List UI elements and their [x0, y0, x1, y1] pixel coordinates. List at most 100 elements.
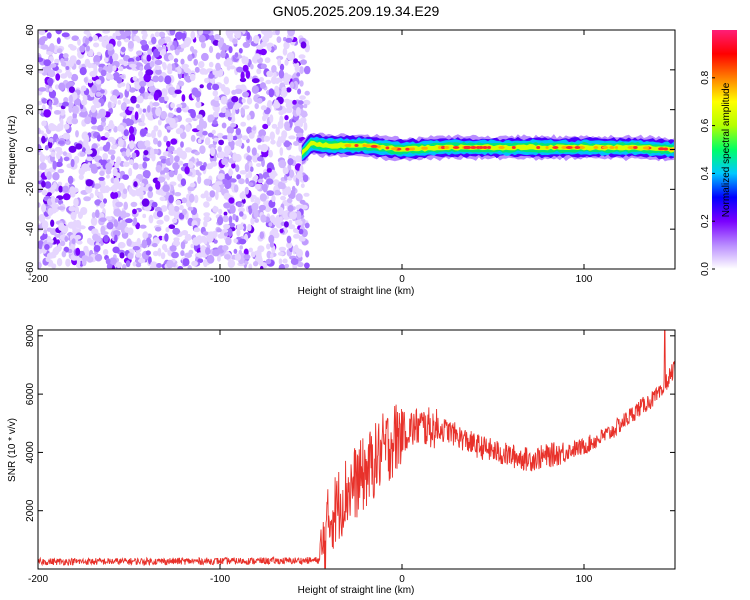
noise-cell: [124, 226, 130, 233]
noise-cell: [57, 140, 65, 145]
snr-y-label: SNR (10 * v/v): [7, 418, 18, 482]
snr-y-tick-label: 8000: [25, 324, 36, 347]
noise-cell: [160, 192, 167, 196]
noise-cell: [214, 96, 220, 101]
noise-cell: [151, 201, 158, 208]
noise-cell: [216, 132, 224, 139]
noise-cell: [259, 77, 264, 82]
noise-cell: [150, 261, 157, 267]
noise-cell: [79, 151, 86, 157]
noise-cell: [139, 66, 144, 71]
noise-cell: [155, 68, 162, 75]
signal-peak-cell: [482, 146, 488, 149]
noise-cell: [164, 75, 172, 85]
noise-cell: [49, 228, 58, 236]
noise-cell: [156, 263, 162, 268]
noise-cell: [256, 137, 262, 143]
noise-cell: [269, 114, 274, 123]
noise-cell: [225, 30, 231, 37]
noise-cell: [85, 179, 94, 187]
noise-cell: [41, 66, 48, 76]
noise-cell: [104, 35, 109, 42]
noise-cell: [251, 78, 260, 84]
noise-cell: [85, 45, 90, 52]
noise-cell: [88, 239, 96, 246]
noise-cell: [242, 105, 250, 110]
noise-cell: [83, 94, 87, 101]
noise-cell: [62, 151, 67, 157]
noise-cell: [287, 30, 295, 37]
noise-cell: [106, 174, 110, 179]
noise-cell: [86, 256, 94, 263]
noise-cell: [67, 81, 75, 87]
noise-cell: [157, 75, 164, 83]
noise-cell: [77, 211, 83, 220]
noise-cell: [163, 135, 168, 143]
noise-cell: [156, 210, 163, 218]
noise-cell: [38, 37, 46, 46]
noise-cell: [304, 222, 310, 229]
noise-cell: [67, 175, 74, 185]
noise-cell: [117, 124, 125, 132]
noise-cell: [52, 237, 57, 245]
noise-cell: [94, 188, 99, 197]
noise-cell: [179, 204, 184, 211]
noise-cell: [139, 80, 147, 87]
noise-cell: [223, 59, 230, 67]
noise-cell: [157, 247, 162, 257]
noise-cell: [260, 143, 269, 153]
noise-cell: [279, 115, 284, 125]
noise-cell: [294, 65, 300, 72]
noise-cell: [232, 152, 237, 162]
noise-cell: [48, 100, 52, 107]
noise-cell: [240, 107, 245, 116]
spectrogram-y-label: Frequency (Hz): [7, 116, 18, 185]
noise-cell: [149, 147, 155, 157]
noise-cell: [107, 149, 116, 155]
noise-cell: [235, 164, 240, 173]
signal-peak-cell: [609, 146, 615, 149]
noise-cell: [98, 146, 104, 151]
noise-cell: [232, 135, 238, 141]
noise-cell: [167, 63, 173, 73]
noise-cell: [130, 95, 138, 104]
noise-cell: [166, 140, 171, 148]
noise-cell: [245, 177, 250, 184]
noise-cell: [49, 43, 55, 52]
noise-cell: [105, 43, 114, 51]
noise-cell: [46, 192, 52, 197]
noise-cell: [234, 52, 239, 58]
noise-cell: [256, 68, 262, 75]
noise-cell: [257, 178, 264, 184]
noise-cell: [206, 233, 214, 243]
noise-cell: [189, 46, 195, 52]
signal-peak-cell: [561, 146, 568, 149]
noise-cell: [127, 40, 134, 49]
noise-cell: [259, 48, 267, 56]
noise-cell: [132, 30, 139, 35]
noise-cell: [238, 238, 247, 245]
noise-cell: [123, 60, 128, 67]
noise-cell: [58, 222, 65, 231]
noise-cell: [278, 110, 285, 116]
noise-cell: [91, 212, 96, 219]
noise-cell: [253, 261, 259, 267]
noise-cell: [125, 148, 131, 158]
noise-cell: [117, 82, 123, 89]
noise-cell: [116, 40, 122, 47]
noise-cell: [168, 204, 175, 213]
noise-cell: [261, 41, 267, 47]
noise-cell: [68, 104, 73, 114]
noise-cell: [180, 58, 185, 65]
noise-cell: [143, 150, 149, 156]
noise-cell: [103, 198, 107, 204]
noise-cell: [163, 214, 170, 222]
noise-cell: [92, 233, 99, 241]
noise-cell: [73, 197, 79, 207]
noise-cell: [163, 167, 170, 173]
noise-cell: [217, 255, 221, 262]
signal-peak-cell: [487, 146, 492, 149]
noise-cell: [132, 162, 139, 170]
noise-cell: [160, 205, 168, 212]
noise-cell: [153, 92, 159, 101]
